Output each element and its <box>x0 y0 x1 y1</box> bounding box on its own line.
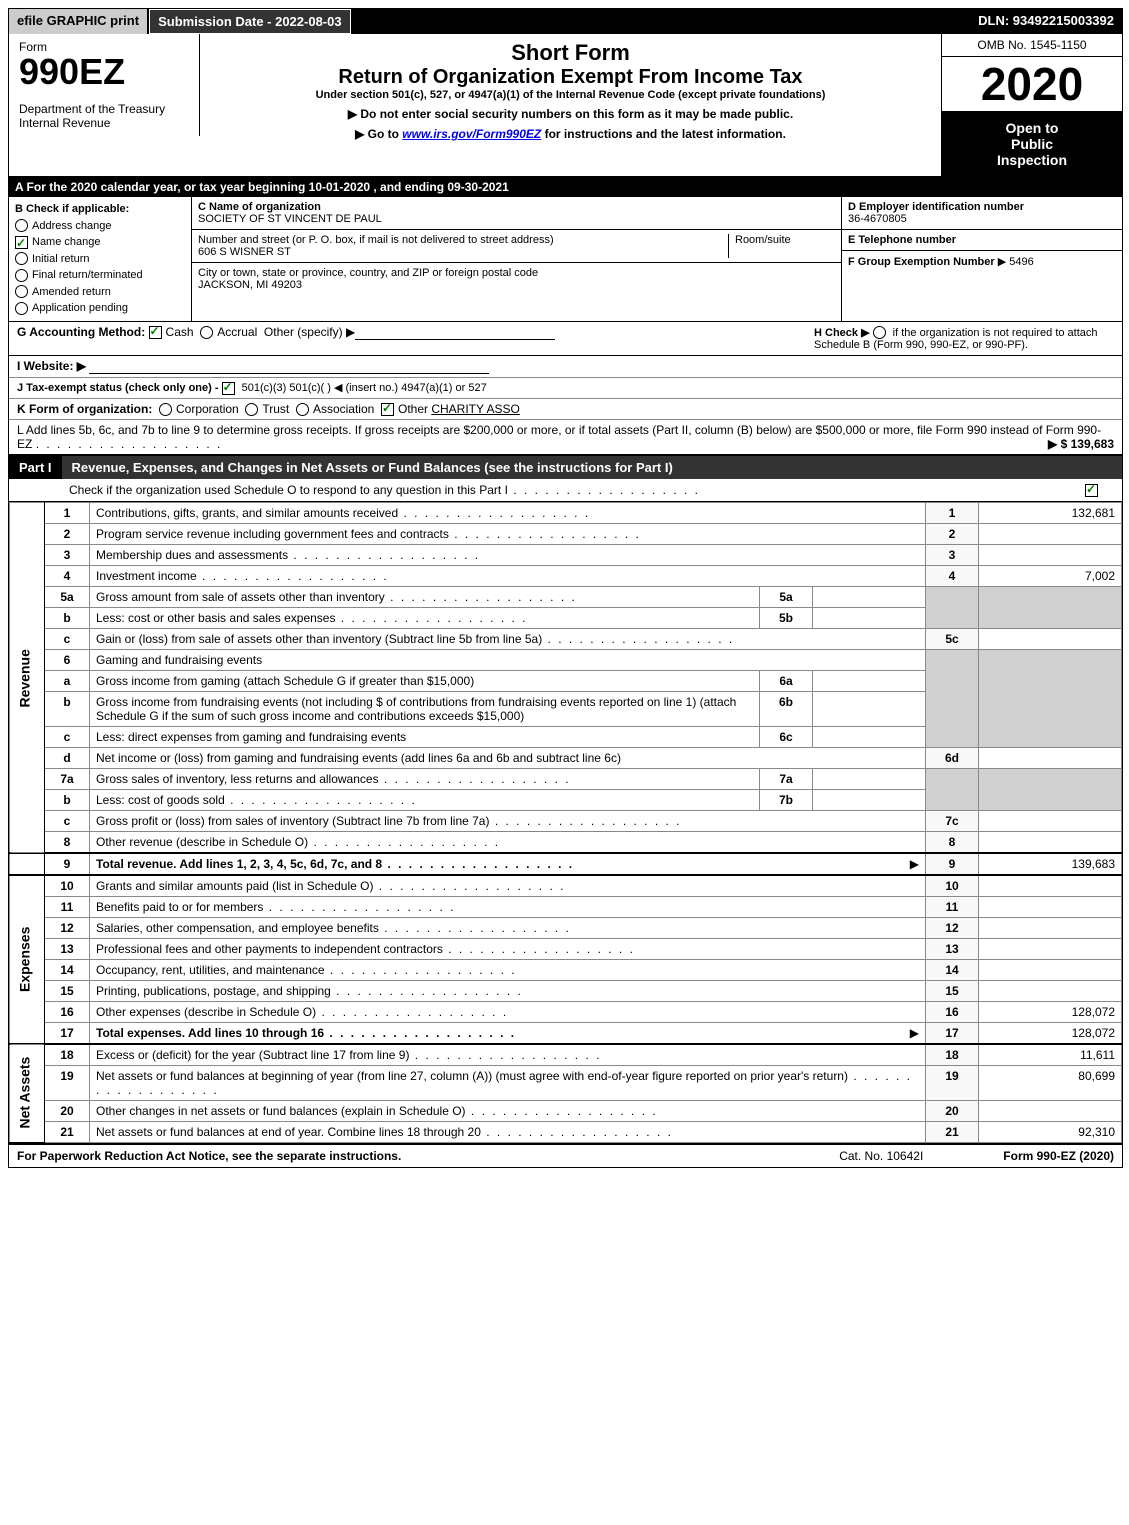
line-i-website: I Website: ▶ <box>9 356 1122 378</box>
schedule-o-checkbox[interactable] <box>1085 484 1098 497</box>
check-icon <box>15 236 28 249</box>
open-line3: Inspection <box>946 152 1118 168</box>
cash-checkbox[interactable] <box>149 326 162 339</box>
top-bar: efile GRAPHIC print Submission Date - 20… <box>9 9 1122 34</box>
line-a-taxyear: A For the 2020 calendar year, or tax yea… <box>9 177 1122 197</box>
col-c-org-info: C Name of organization SOCIETY OF ST VIN… <box>192 197 842 321</box>
group-exemption-label: F Group Exemption Number <box>848 256 995 268</box>
col-b-heading: B Check if applicable: <box>15 201 185 218</box>
opt-address-change[interactable]: Address change <box>15 218 185 235</box>
phone-label: E Telephone number <box>848 234 1116 246</box>
city-label: City or town, state or province, country… <box>198 267 835 279</box>
col-de-numbers: D Employer identification number 36-4670… <box>842 197 1122 321</box>
schedule-b-radio[interactable] <box>873 326 886 339</box>
other-org-checkbox[interactable] <box>381 403 394 416</box>
header-right: OMB No. 1545-1150 2020 Open to Public In… <box>941 34 1122 176</box>
ein-value: 36-4670805 <box>848 213 1116 225</box>
corp-radio[interactable] <box>159 403 172 416</box>
goto-suffix: for instructions and the latest informat… <box>541 127 786 141</box>
line-j-tax-status: J Tax-exempt status (check only one) - 5… <box>9 378 1122 399</box>
goto-prefix: ▶ Go to <box>355 127 402 141</box>
line-9-total-revenue: 139,683 <box>979 853 1122 875</box>
line-l-gross-receipts: L Add lines 5b, 6c, and 7b to line 9 to … <box>9 420 1122 456</box>
info-grid: B Check if applicable: Address change Na… <box>9 197 1122 322</box>
paperwork-notice: For Paperwork Reduction Act Notice, see … <box>17 1149 401 1163</box>
open-line2: Public <box>946 136 1118 152</box>
part-1-title: Revenue, Expenses, and Changes in Net As… <box>62 456 1122 479</box>
line-4-amount: 7,002 <box>979 566 1122 587</box>
opt-application-pending[interactable]: Application pending <box>15 300 185 317</box>
page-footer: For Paperwork Reduction Act Notice, see … <box>9 1143 1122 1167</box>
accrual-radio[interactable] <box>200 326 213 339</box>
form-title-block: Short Form Return of Organization Exempt… <box>200 34 941 176</box>
trust-radio[interactable] <box>245 403 258 416</box>
c-name-label: C Name of organization <box>198 201 835 213</box>
line-21-amount: 92,310 <box>979 1122 1122 1143</box>
form-header: Form 990EZ Department of the Treasury In… <box>9 34 1122 177</box>
part-1-header: Part I Revenue, Expenses, and Changes in… <box>9 456 1122 479</box>
gross-receipts-amount: ▶ $ 139,683 <box>1048 437 1114 451</box>
form-id: Form 990EZ <box>9 34 200 96</box>
assoc-radio[interactable] <box>296 403 309 416</box>
group-exemption-value: ▶ 5496 <box>998 256 1034 268</box>
irs-link-line: ▶ Go to www.irs.gov/Form990EZ for instru… <box>206 127 935 141</box>
revenue-side-label: Revenue <box>10 503 45 854</box>
line-k-form-org: K Form of organization: Corporation Trus… <box>9 399 1122 420</box>
addr-label: Number and street (or P. O. box, if mail… <box>198 234 728 246</box>
501c3-checkbox[interactable] <box>222 382 235 395</box>
return-title: Return of Organization Exempt From Incom… <box>206 66 935 89</box>
room-suite-label: Room/suite <box>735 234 835 258</box>
netassets-side-label: Net Assets <box>10 1044 45 1143</box>
form-number: 990EZ <box>19 54 189 90</box>
tax-year: 2020 <box>942 57 1122 112</box>
efile-print-button[interactable]: efile GRAPHIC print <box>9 9 149 34</box>
website-input[interactable] <box>89 359 489 374</box>
submission-date: Submission Date - 2022-08-03 <box>149 9 351 34</box>
part-1-schedule-o-check: Check if the organization used Schedule … <box>9 479 1122 502</box>
catalog-number: Cat. No. 10642I <box>839 1149 923 1163</box>
line-18-amount: 11,611 <box>979 1044 1122 1066</box>
open-line1: Open to <box>946 120 1118 136</box>
code-subtitle: Under section 501(c), 527, or 4947(a)(1)… <box>206 89 935 101</box>
department-label: Department of the Treasury Internal Reve… <box>9 96 200 136</box>
ssn-warning: ▶ Do not enter social security numbers o… <box>206 107 935 121</box>
arrow-icon: ▶ <box>910 1026 919 1040</box>
ein-label: D Employer identification number <box>848 201 1116 213</box>
line-1-amount: 132,681 <box>979 503 1122 524</box>
dln-number: DLN: 93492215003392 <box>970 9 1122 34</box>
col-b-checkboxes: B Check if applicable: Address change Na… <box>9 197 192 321</box>
line-17-total-expenses: 128,072 <box>979 1023 1122 1045</box>
other-org-value: CHARITY ASSO <box>431 402 519 416</box>
part-1-label: Part I <box>9 456 62 479</box>
revenue-table: Revenue 1 Contributions, gifts, grants, … <box>9 502 1122 1143</box>
arrow-icon: ▶ <box>910 857 919 871</box>
form-990ez-page: efile GRAPHIC print Submission Date - 20… <box>8 8 1123 1168</box>
org-name: SOCIETY OF ST VINCENT DE PAUL <box>198 213 835 225</box>
line-g-accounting: G Accounting Method: Cash Accrual Other … <box>9 322 806 356</box>
org-city: JACKSON, MI 49203 <box>198 279 835 291</box>
other-method-input[interactable] <box>355 325 555 340</box>
opt-final-return[interactable]: Final return/terminated <box>15 267 185 284</box>
opt-name-change[interactable]: Name change <box>15 234 185 251</box>
irs-gov-link[interactable]: www.irs.gov/Form990EZ <box>402 127 541 141</box>
g-label: G Accounting Method: <box>17 325 145 339</box>
org-address: 606 S WISNER ST <box>198 246 728 258</box>
line-h-schedule-b: H Check ▶ if the organization is not req… <box>806 322 1122 356</box>
omb-number: OMB No. 1545-1150 <box>942 34 1122 57</box>
expenses-side-label: Expenses <box>10 875 45 1044</box>
line-16-amount: 128,072 <box>979 1002 1122 1023</box>
line-19-amount: 80,699 <box>979 1066 1122 1101</box>
opt-amended-return[interactable]: Amended return <box>15 284 185 301</box>
open-inspection-box: Open to Public Inspection <box>942 112 1122 176</box>
opt-initial-return[interactable]: Initial return <box>15 251 185 268</box>
form-page-label: Form 990-EZ (2020) <box>1003 1149 1114 1163</box>
short-form-title: Short Form <box>206 40 935 66</box>
